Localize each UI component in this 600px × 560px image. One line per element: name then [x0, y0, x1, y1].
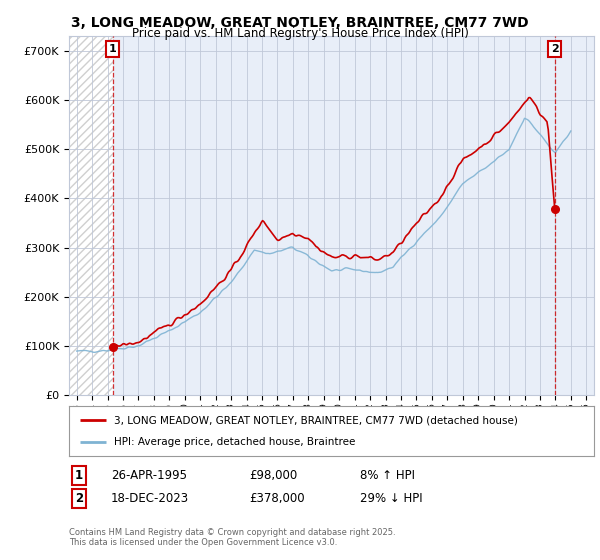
- Text: 3, LONG MEADOW, GREAT NOTLEY, BRAINTREE, CM77 7WD (detached house): 3, LONG MEADOW, GREAT NOTLEY, BRAINTREE,…: [113, 415, 517, 425]
- Text: 1: 1: [75, 469, 83, 482]
- Text: 26-APR-1995: 26-APR-1995: [111, 469, 187, 482]
- Text: Price paid vs. HM Land Registry's House Price Index (HPI): Price paid vs. HM Land Registry's House …: [131, 27, 469, 40]
- Text: 29% ↓ HPI: 29% ↓ HPI: [360, 492, 422, 505]
- Text: £98,000: £98,000: [249, 469, 297, 482]
- Text: 18-DEC-2023: 18-DEC-2023: [111, 492, 189, 505]
- Text: 2: 2: [75, 492, 83, 505]
- Text: 1: 1: [109, 44, 116, 54]
- Text: 2: 2: [551, 44, 559, 54]
- Text: 8% ↑ HPI: 8% ↑ HPI: [360, 469, 415, 482]
- Bar: [69, 36, 113, 395]
- Text: £378,000: £378,000: [249, 492, 305, 505]
- Text: 3, LONG MEADOW, GREAT NOTLEY, BRAINTREE, CM77 7WD: 3, LONG MEADOW, GREAT NOTLEY, BRAINTREE,…: [71, 16, 529, 30]
- Bar: [69, 36, 113, 395]
- Text: HPI: Average price, detached house, Braintree: HPI: Average price, detached house, Brai…: [113, 437, 355, 447]
- Text: Contains HM Land Registry data © Crown copyright and database right 2025.
This d: Contains HM Land Registry data © Crown c…: [69, 528, 395, 547]
